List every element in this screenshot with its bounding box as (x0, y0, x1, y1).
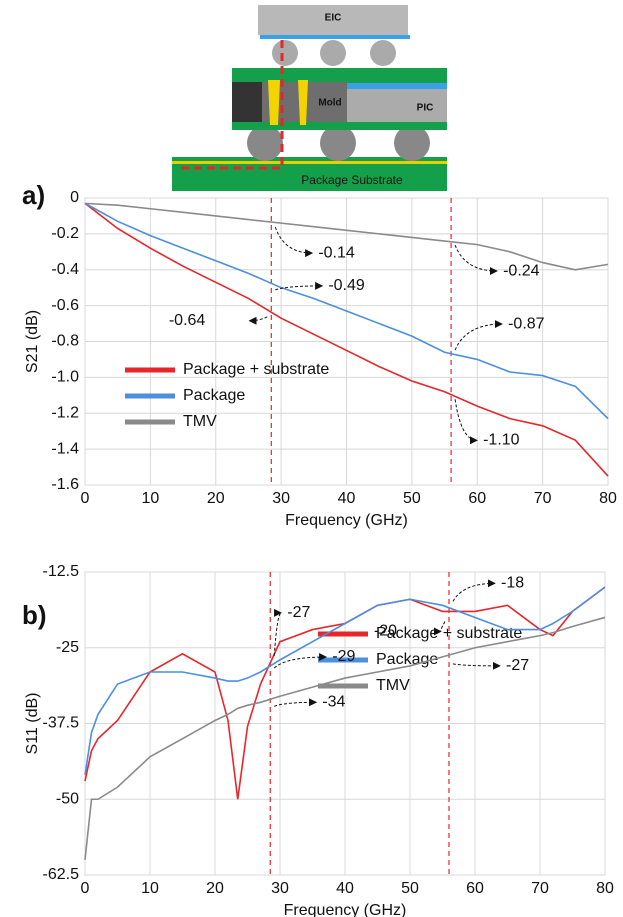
pic-layer (347, 83, 447, 89)
legend-label: Package (376, 651, 438, 668)
legend-label: Package + substrate (376, 625, 522, 642)
x-tick-label: 40 (338, 490, 356, 507)
annotation-label: -0.49 (328, 277, 365, 294)
y-axis-title: S11 (dB) (24, 693, 41, 755)
annotation-label: -0.87 (508, 315, 545, 332)
y-tick-label: -1.2 (51, 404, 79, 421)
series-line (84, 586, 606, 800)
annotation-arrow (273, 608, 283, 656)
annotation-arrow (273, 652, 328, 669)
x-tick-label: 50 (401, 880, 419, 897)
annotation-label: -0.24 (503, 262, 540, 279)
y-tick-label: -25 (56, 639, 79, 656)
mold-left (232, 82, 262, 122)
x-tick-label: 20 (206, 880, 224, 897)
annotation-label: -1.10 (483, 432, 520, 449)
x-tick-label: 30 (272, 490, 290, 507)
y-tick-label: -0.2 (51, 225, 79, 242)
tmv (268, 80, 308, 125)
package-diagram: EIC Mold PIC Package Substrate (172, 5, 447, 191)
annotation-arrow (248, 316, 268, 325)
y-tick-label: -50 (56, 790, 79, 807)
x-tick-label: 70 (531, 880, 549, 897)
annotation-label: -27 (287, 604, 310, 621)
panel-label: a) (22, 180, 45, 210)
series-line (84, 202, 609, 271)
annotation-arrow (454, 244, 498, 276)
diagram-label: EIC (325, 13, 342, 24)
legend-label: Package (183, 387, 245, 404)
x-tick-label: 50 (403, 490, 421, 507)
diagram-label: Mold (318, 98, 341, 109)
x-tick-label: 0 (81, 490, 90, 507)
series-line (84, 586, 606, 776)
y-axis-title: S21 (dB) (24, 310, 41, 373)
annotation-arrow (452, 661, 501, 670)
y-tick-label: -0.6 (51, 297, 79, 314)
annotation-arrow (454, 399, 478, 445)
legend-label: TMV (376, 677, 410, 694)
annotation-arrow (454, 320, 503, 351)
y-tick-label: -0.8 (51, 333, 79, 350)
annotation-arrow (274, 698, 318, 707)
x-tick-label: 70 (534, 490, 552, 507)
x-tick-label: 30 (271, 880, 289, 897)
x-axis-title: Frequency (GHz) (284, 902, 407, 917)
signal-path (180, 40, 284, 170)
bump (320, 40, 346, 66)
substrate-trace (172, 161, 447, 164)
x-tick-label: 40 (336, 880, 354, 897)
annotation-label: -20 (374, 623, 397, 640)
eic-die (258, 5, 408, 35)
bump (370, 40, 396, 66)
annotation-label: -0.64 (169, 312, 206, 329)
series-line (84, 616, 606, 860)
x-tick-label: 80 (599, 490, 617, 507)
pic-die (347, 88, 447, 122)
y-tick-label: -1.4 (51, 440, 79, 457)
x-axis-title: Frequency (GHz) (285, 512, 408, 529)
y-tick-label: -12.5 (43, 563, 80, 580)
diagram-label: Package Substrate (301, 173, 403, 187)
annotation-label: -0.14 (318, 244, 355, 261)
panel-label: b) (22, 600, 47, 630)
annotation-label: -18 (501, 575, 524, 592)
y-tick-label: -1.6 (51, 476, 79, 493)
x-tick-label: 0 (81, 880, 90, 897)
y-tick-label: 0 (70, 189, 79, 206)
x-tick-label: 10 (141, 490, 159, 507)
x-tick-label: 60 (468, 490, 486, 507)
diagram-label: PIC (417, 103, 434, 114)
series-line (84, 202, 609, 420)
ball (394, 125, 430, 161)
annotation-arrow (452, 579, 496, 602)
eic-layer (260, 35, 410, 39)
annotation-label: -29 (332, 648, 355, 665)
y-tick-label: -0.4 (51, 261, 79, 278)
y-tick-label: -62.5 (43, 866, 80, 883)
ball (247, 125, 283, 161)
x-tick-label: 10 (141, 880, 159, 897)
legend-label: TMV (183, 413, 217, 430)
y-tick-label: -1.0 (51, 369, 79, 386)
x-tick-label: 20 (207, 490, 225, 507)
ball (320, 125, 356, 161)
legend-label: Package + substrate (183, 361, 329, 378)
bump (272, 40, 298, 66)
x-tick-label: 60 (466, 880, 484, 897)
x-tick-label: 80 (596, 880, 614, 897)
annotation-label: -34 (322, 694, 345, 711)
annotation-label: -27 (506, 657, 529, 674)
annotation-arrow (433, 621, 446, 636)
y-tick-label: -37.5 (43, 715, 80, 732)
series-line (84, 202, 609, 477)
annotation-arrow (275, 281, 324, 291)
